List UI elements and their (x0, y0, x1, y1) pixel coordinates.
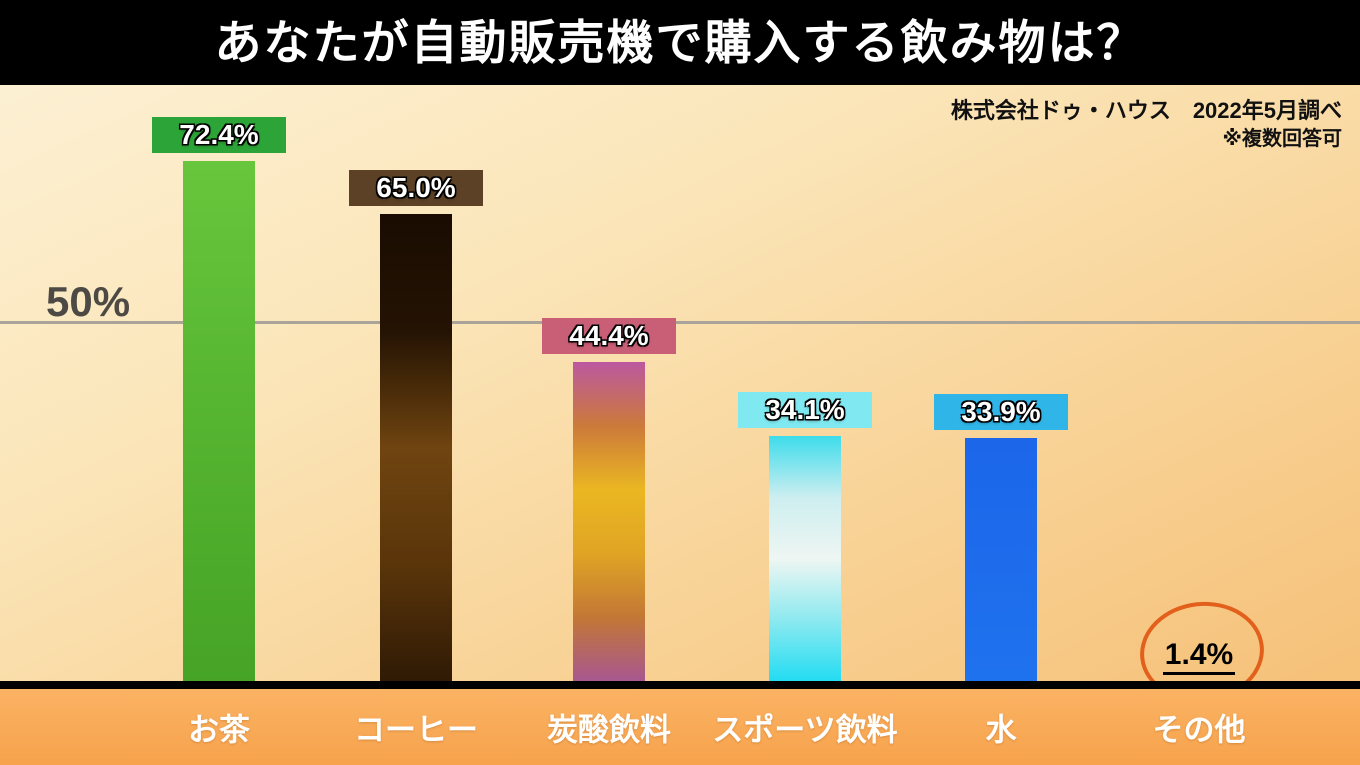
attribution: 株式会社ドゥ・ハウス 2022年5月調べ ※複数回答可 (951, 96, 1342, 152)
bar-mizu (965, 437, 1037, 682)
category-band: お茶 コーヒー 炭酸飲料 スポーツ飲料 水 その他 (0, 689, 1360, 765)
value-badge: 33.9% (934, 393, 1068, 430)
bar-ocha (183, 160, 255, 682)
category-label-tansan: 炭酸飲料 (547, 712, 671, 748)
value-badge: 44.4% (542, 318, 676, 355)
bar-tansan (573, 362, 645, 682)
attribution-source: 株式会社ドゥ・ハウス 2022年5月調べ (950, 98, 1342, 123)
gridline-label: 50% (46, 278, 131, 325)
bar-column-sonota: 1.4% (1132, 0, 1269, 709)
gridline-50-percent (0, 321, 1360, 324)
category-label-ocha: お茶 (188, 712, 250, 748)
category-label-mizu: 水 (985, 712, 1017, 748)
axis-baseline (0, 681, 1360, 689)
value-badge: 34.1% (738, 392, 872, 429)
chart-title: あなたが自動販売機で購入する飲み物は？ (214, 16, 1146, 69)
title-bar: あなたが自動販売機で購入する飲み物は？ (0, 0, 1360, 85)
bar-column-mizu: 33.9% (934, 0, 1068, 682)
value-badge: 65.0% (349, 170, 483, 206)
other-value-label: 1.4% (1132, 638, 1266, 675)
bar-column-tansan: 44.4% (542, 0, 676, 682)
category-label-coffee: コーヒー (354, 712, 478, 748)
plot-area: 72.4% 65.0% 44.4% 34.1% 33.9% 1.4% (152, 0, 1269, 709)
bar-column-sports: 34.1% (738, 0, 872, 682)
category-label-sports: スポーツ飲料 (712, 712, 898, 748)
bar-column-ocha: 72.4% (152, 0, 286, 682)
value-badge: 72.4% (152, 116, 286, 153)
category-label-sonota: その他 (1152, 712, 1246, 748)
attribution-note: ※複数回答可 (1222, 128, 1342, 150)
bar-sports (769, 436, 841, 682)
bar-column-coffee: 65.0% (349, 0, 483, 682)
bar-coffee (380, 214, 452, 682)
